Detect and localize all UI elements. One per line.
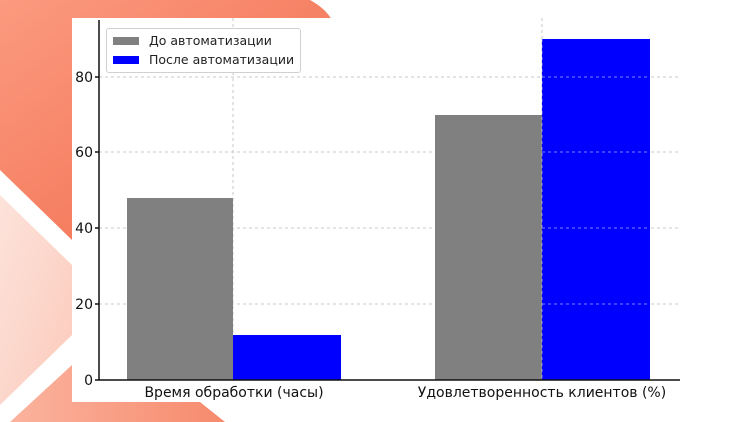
- svg-text:40: 40: [75, 221, 93, 237]
- chart-legend: До автоматизации После автоматизации: [106, 28, 302, 73]
- light-diagonal-shape: [0, 195, 72, 405]
- x-label-processing-time: Время обработки (часы): [144, 385, 323, 401]
- bar-after-processing-time: [233, 335, 341, 380]
- bar-before-processing-time: [127, 198, 233, 380]
- svg-text:0: 0: [84, 373, 93, 389]
- legend-item-after: После автоматизации: [113, 50, 294, 69]
- grid-overlay: [541, 39, 650, 380]
- legend-item-before: До автоматизации: [113, 31, 294, 50]
- bars: [127, 39, 650, 380]
- orange-corner-shape: [0, 0, 332, 240]
- x-label-satisfaction: Удовлетворенность клиентов (%): [418, 385, 666, 401]
- legend-swatch-blue: [113, 55, 139, 64]
- y-tick-labels: 0 20 40 60 80: [75, 70, 93, 389]
- legend-swatch-gray: [113, 36, 139, 45]
- svg-text:60: 60: [75, 145, 93, 161]
- x-tick-labels: Время обработки (часы) Удовлетворенность…: [144, 385, 666, 401]
- salmon-bottom-shape: [10, 365, 225, 422]
- svg-text:80: 80: [75, 70, 93, 86]
- axes: [95, 20, 680, 381]
- bar-before-satisfaction: [435, 115, 542, 380]
- svg-text:20: 20: [75, 297, 93, 313]
- bar-after-satisfaction: [542, 39, 650, 380]
